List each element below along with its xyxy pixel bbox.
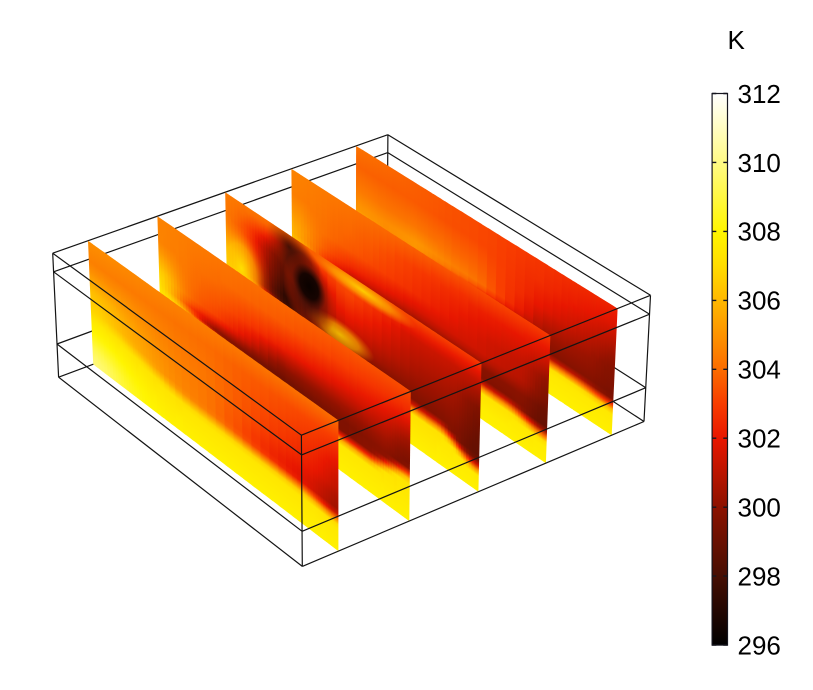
svg-text:298: 298 bbox=[738, 561, 781, 591]
svg-text:K: K bbox=[728, 25, 746, 55]
svg-text:306: 306 bbox=[738, 286, 781, 316]
svg-text:308: 308 bbox=[738, 217, 781, 247]
svg-text:310: 310 bbox=[738, 148, 781, 178]
svg-text:300: 300 bbox=[738, 493, 781, 523]
svg-text:296: 296 bbox=[738, 630, 781, 660]
svg-text:312: 312 bbox=[738, 79, 781, 109]
svg-text:302: 302 bbox=[738, 424, 781, 454]
svg-text:304: 304 bbox=[738, 355, 781, 385]
